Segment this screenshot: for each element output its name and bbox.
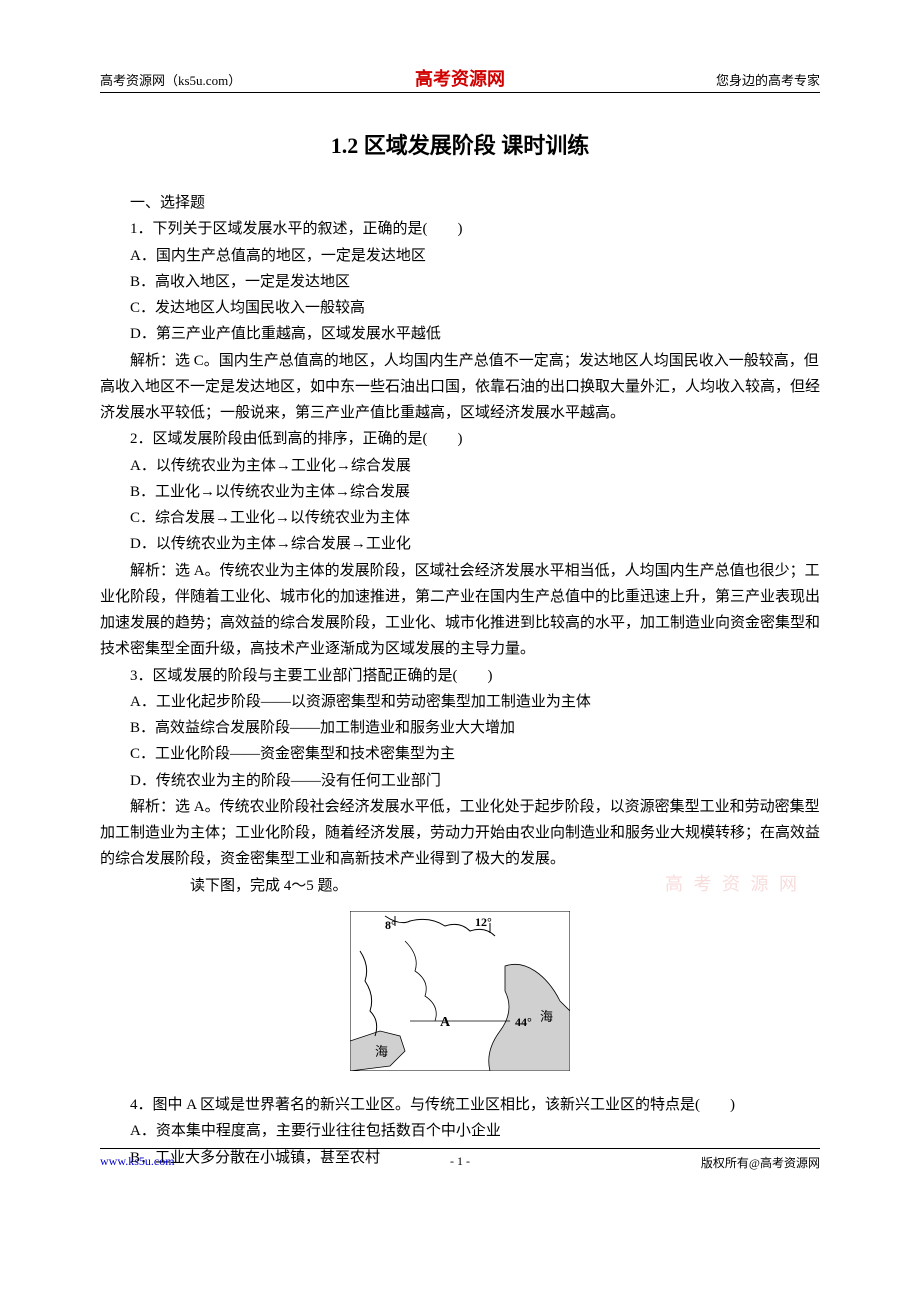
footer-copyright: 版权所有@高考资源网 [701,1154,820,1171]
q1-option-a: A．国内生产总值高的地区，一定是发达地区 [100,243,820,269]
map-lon-8: 8° [385,918,396,932]
footer-page-number: - 1 - [450,1154,470,1169]
map-sea-left: 海 [375,1044,388,1059]
q3-option-c: C．工业化阶段——资金密集型和技术密集型为主 [100,741,820,767]
q2-explanation: 解析：选 A。传统农业为主体的发展阶段，区域社会经济发展水平相当低，人均国内生产… [100,558,820,663]
q2-option-a: A．以传统农业为主体→工业化→综合发展 [100,453,820,479]
map-svg: 8° 12° 44° A 海 海 [350,911,570,1071]
q3-option-d: D．传统农业为主的阶段——没有任何工业部门 [100,768,820,794]
map-lat-44: 44° [515,1015,532,1029]
map-lon-12: 12° [475,915,492,929]
footer-at-icon: @ [749,1156,760,1170]
q4-option-a: A．资本集中程度高，主要行业往往包括数百个中小企业 [100,1118,820,1144]
map-sea-right: 海 [540,1009,553,1024]
q2-option-d: D．以传统农业为主体→综合发展→工业化 [100,531,820,557]
watermark: 高 考 资 源 网 [665,870,800,896]
footer-copyright-prefix: 版权所有 [701,1156,749,1170]
q1-explanation: 解析：选 C。国内生产总值高的地区，人均国内生产总值不一定高；发达地区人均国民收… [100,348,820,427]
q1-option-c: C．发达地区人均国民收入一般较高 [100,295,820,321]
q3-stem: 3．区域发展的阶段与主要工业部门搭配正确的是( ) [100,663,820,689]
q3-explanation: 解析：选 A。传统农业阶段社会经济发展水平低，工业化处于起步阶段，以资源密集型工… [100,794,820,873]
header-right: 您身边的高考专家 [716,70,820,89]
q1-stem: 1．下列关于区域发展水平的叙述，正确的是( ) [100,216,820,242]
q4-stem: 4．图中 A 区域是世界著名的新兴工业区。与传统工业区相比，该新兴工业区的特点是… [100,1092,820,1118]
q3-option-a: A．工业化起步阶段——以资源密集型和劳动密集型加工制造业为主体 [100,689,820,715]
q2-option-b: B．工业化→以传统农业为主体→综合发展 [100,479,820,505]
document-body: 一、选择题 1．下列关于区域发展水平的叙述，正确的是( ) A．国内生产总值高的… [100,190,820,1171]
q2-stem: 2．区域发展阶段由低到高的排序，正确的是( ) [100,426,820,452]
map-figure: 8° 12° 44° A 海 海 [100,911,820,1080]
footer-url: www.ks5u.com [100,1154,175,1171]
section-header: 一、选择题 [100,190,820,216]
q1-option-d: D．第三产业产值比重越高，区域发展水平越低 [100,321,820,347]
header-left: 高考资源网（ks5u.com） [100,70,241,89]
q2-option-c: C．综合发展→工业化→以传统农业为主体 [100,505,820,531]
page-footer: www.ks5u.com - 1 - 版权所有@高考资源网 [100,1148,820,1171]
footer-brand: 高考资源网 [760,1156,820,1170]
q1-option-b: B．高收入地区，一定是发达地区 [100,269,820,295]
q3-option-b: B．高效益综合发展阶段——加工制造业和服务业大大增加 [100,715,820,741]
header-center-brand: 高考资源网 [415,65,505,91]
map-letter-a: A [440,1015,451,1030]
document-title: 1.2 区域发展阶段 课时训练 [100,128,820,160]
